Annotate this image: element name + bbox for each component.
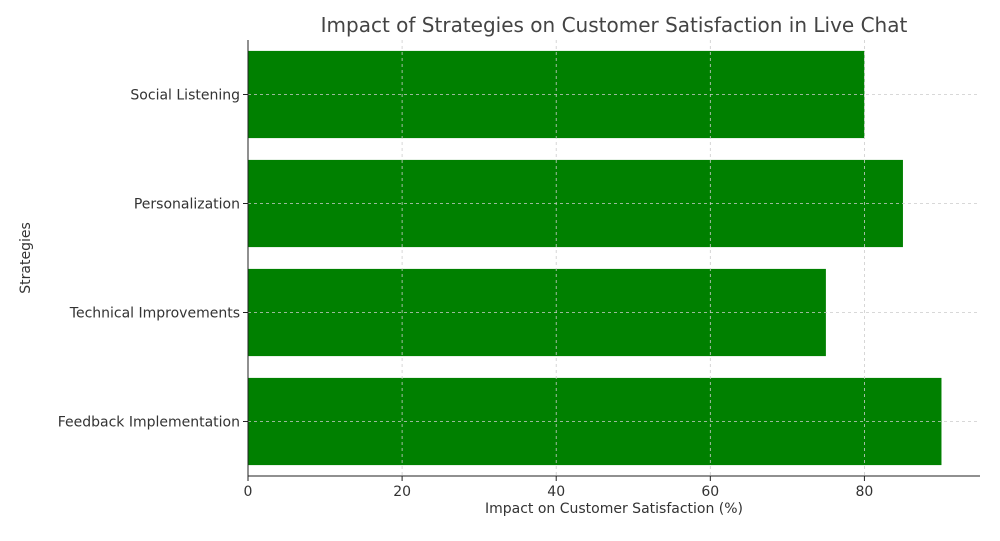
x-tick-label: 0 [244,484,253,500]
y-tick-label: Social Listening [130,88,240,104]
x-axis-label: Impact on Customer Satisfaction (%) [485,501,743,517]
axes-layer [247,40,980,477]
x-tick-label: 20 [393,484,411,500]
x-tick-label: 80 [856,484,874,500]
x-tick-label: 40 [547,484,565,500]
bars-layer [248,50,942,466]
ticks-layer: 0 20 40 60 80 Feedback Implementation Technica… [58,88,874,501]
y-tick-label: Personalization [134,197,240,213]
chart-title: Impact of Strategies on Customer Satisfa… [321,13,908,37]
y-tick-label: Technical Improvements [69,306,240,322]
x-tick-label: 60 [701,484,719,500]
y-axis-label: Strategies [18,222,34,294]
y-tick-label: Feedback Implementation [58,415,240,431]
